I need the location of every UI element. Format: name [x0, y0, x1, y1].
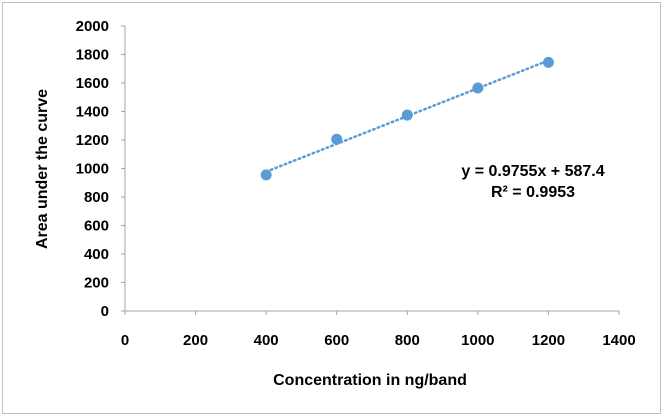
x-tick-label: 200 [183, 332, 208, 349]
y-axis-title: Area under the curve [34, 89, 51, 249]
data-point [542, 56, 554, 68]
x-tick-labels: 0 200 400 600 800 1000 1200 1400 [121, 311, 636, 349]
y-tick-label: 2000 [76, 18, 109, 35]
y-tick-label: 800 [84, 189, 109, 206]
data-points [260, 56, 554, 181]
data-point [401, 109, 413, 121]
trendline-equation: y = 0.9755x + 587.4 [461, 163, 604, 180]
x-tick-label: 1000 [461, 332, 494, 349]
y-tick-label: 1200 [76, 132, 109, 149]
y-tick-labels: 0 200 400 600 800 1000 1200 1400 1600 1800 2000 [76, 18, 125, 320]
y-tick-label: 400 [84, 246, 109, 263]
y-tick-label: 1400 [76, 104, 109, 121]
x-tick-label: 600 [324, 332, 349, 349]
x-tick-label: 800 [395, 332, 420, 349]
x-tick-label: 1200 [532, 332, 565, 349]
y-tick-label: 1000 [76, 161, 109, 178]
y-tick-label: 200 [84, 275, 109, 292]
x-tick-label: 400 [254, 332, 279, 349]
x-axis-title: Concentration in ng/band [273, 372, 467, 389]
y-tick-label: 1600 [76, 75, 109, 92]
data-point [260, 169, 272, 181]
data-point [331, 133, 343, 145]
r-squared-label: R² = 0.9953 [491, 184, 575, 201]
y-tick-label: 1800 [76, 47, 109, 64]
y-tick-label: 0 [101, 303, 109, 320]
y-tick-label: 600 [84, 218, 109, 235]
x-tick-label: 0 [121, 332, 129, 349]
x-tick-label: 1400 [602, 332, 635, 349]
data-point [472, 82, 484, 94]
